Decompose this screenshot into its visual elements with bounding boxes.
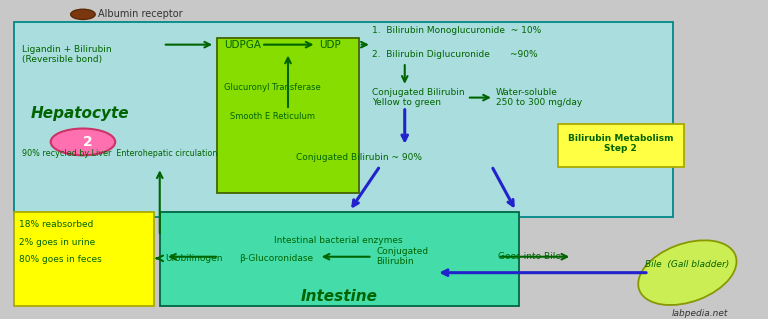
Text: UDPGA: UDPGA	[224, 40, 261, 50]
Circle shape	[71, 9, 95, 19]
Text: Bile  (Gall bladder): Bile (Gall bladder)	[645, 260, 730, 269]
Text: Conjugated Bilirubin ~ 90%: Conjugated Bilirubin ~ 90%	[296, 153, 422, 162]
Text: Conjugated Bilirubin: Conjugated Bilirubin	[372, 88, 465, 97]
FancyBboxPatch shape	[160, 212, 519, 306]
Text: 2.  Bilirubin Diglucuronide       ~90%: 2. Bilirubin Diglucuronide ~90%	[372, 50, 538, 59]
Text: 2% goes in urine: 2% goes in urine	[19, 238, 95, 247]
Circle shape	[51, 129, 115, 155]
Text: Urobilinogen: Urobilinogen	[165, 254, 223, 263]
Text: 80% goes in feces: 80% goes in feces	[19, 256, 102, 264]
Ellipse shape	[638, 240, 737, 305]
Text: Conjugated: Conjugated	[376, 248, 429, 256]
Text: Hepatocyte: Hepatocyte	[31, 106, 129, 121]
Text: Intestine: Intestine	[301, 289, 378, 304]
Text: Yellow to green: Yellow to green	[372, 98, 442, 107]
Text: Ligandin + Bilirubin: Ligandin + Bilirubin	[22, 45, 111, 54]
FancyBboxPatch shape	[558, 124, 684, 167]
Text: Water-soluble: Water-soluble	[496, 88, 558, 97]
Text: Albumin receptor: Albumin receptor	[98, 9, 183, 19]
Text: 90% recycled by Liver  Enterohepatic circulation: 90% recycled by Liver Enterohepatic circ…	[22, 149, 217, 158]
FancyBboxPatch shape	[14, 212, 154, 306]
Text: 1.  Bilirubin Monoglucuronide  ~ 10%: 1. Bilirubin Monoglucuronide ~ 10%	[372, 26, 541, 35]
Text: Intestinal bacterial enzymes: Intestinal bacterial enzymes	[273, 236, 402, 245]
Text: labpedia.net: labpedia.net	[672, 309, 728, 318]
Text: Glucuronyl Transferase: Glucuronyl Transferase	[224, 83, 321, 92]
Text: 2: 2	[83, 135, 93, 149]
Text: β-Glucoronidase: β-Glucoronidase	[240, 254, 313, 263]
Text: Bilirubin Metabolism: Bilirubin Metabolism	[568, 134, 674, 143]
FancyBboxPatch shape	[14, 22, 673, 217]
Text: 250 to 300 mg/day: 250 to 300 mg/day	[496, 98, 582, 107]
Text: Step 2: Step 2	[604, 144, 637, 153]
Text: Smooth E Reticulum: Smooth E Reticulum	[230, 112, 316, 121]
FancyBboxPatch shape	[217, 38, 359, 193]
Text: Bilirubin: Bilirubin	[376, 257, 414, 266]
Text: (Reversible bond): (Reversible bond)	[22, 55, 101, 63]
Text: Goes into Bile: Goes into Bile	[498, 252, 561, 261]
Text: UDP: UDP	[319, 40, 340, 50]
Text: 18% reabsorbed: 18% reabsorbed	[19, 220, 94, 229]
